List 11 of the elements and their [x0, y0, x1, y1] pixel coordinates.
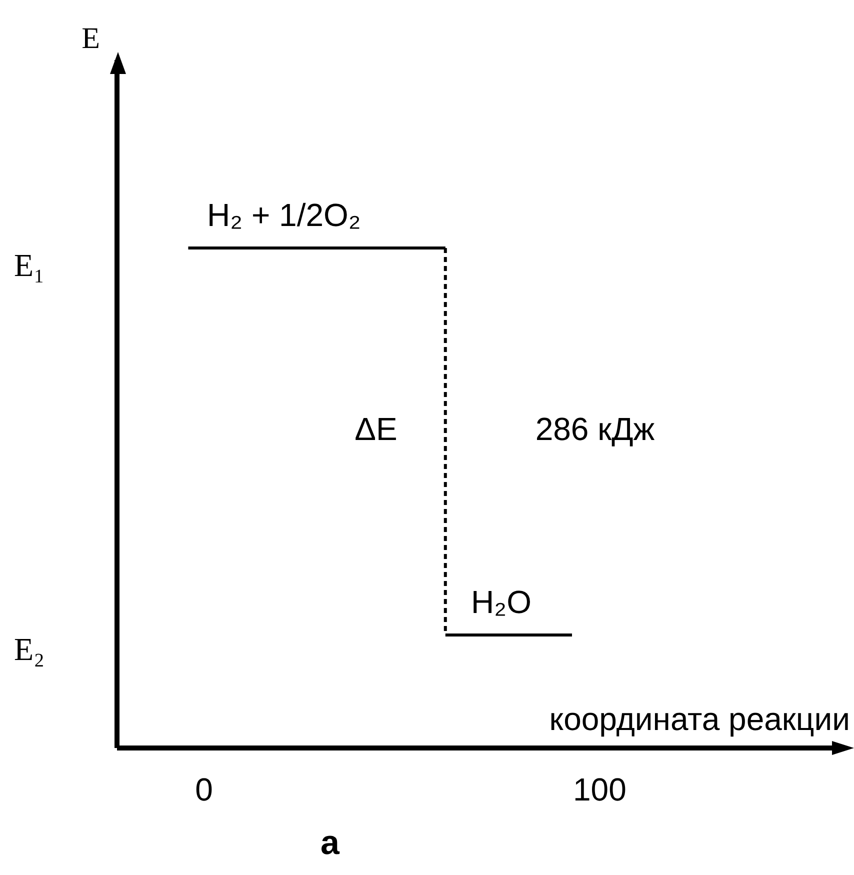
text: E₂ [14, 631, 45, 667]
annotation: 286 кДж [535, 411, 656, 447]
x-tick-label: 100 [573, 772, 626, 808]
x-tick-label: 0 [195, 772, 213, 808]
text: a [320, 824, 341, 862]
text: E₁ [14, 247, 45, 283]
annotation: H₂ + 1/2O₂ [207, 197, 361, 233]
annotation: ΔE [354, 411, 398, 447]
text: E [82, 22, 100, 55]
annotation: H₂O [471, 584, 532, 620]
x-axis-title: координата реакции [549, 701, 850, 737]
